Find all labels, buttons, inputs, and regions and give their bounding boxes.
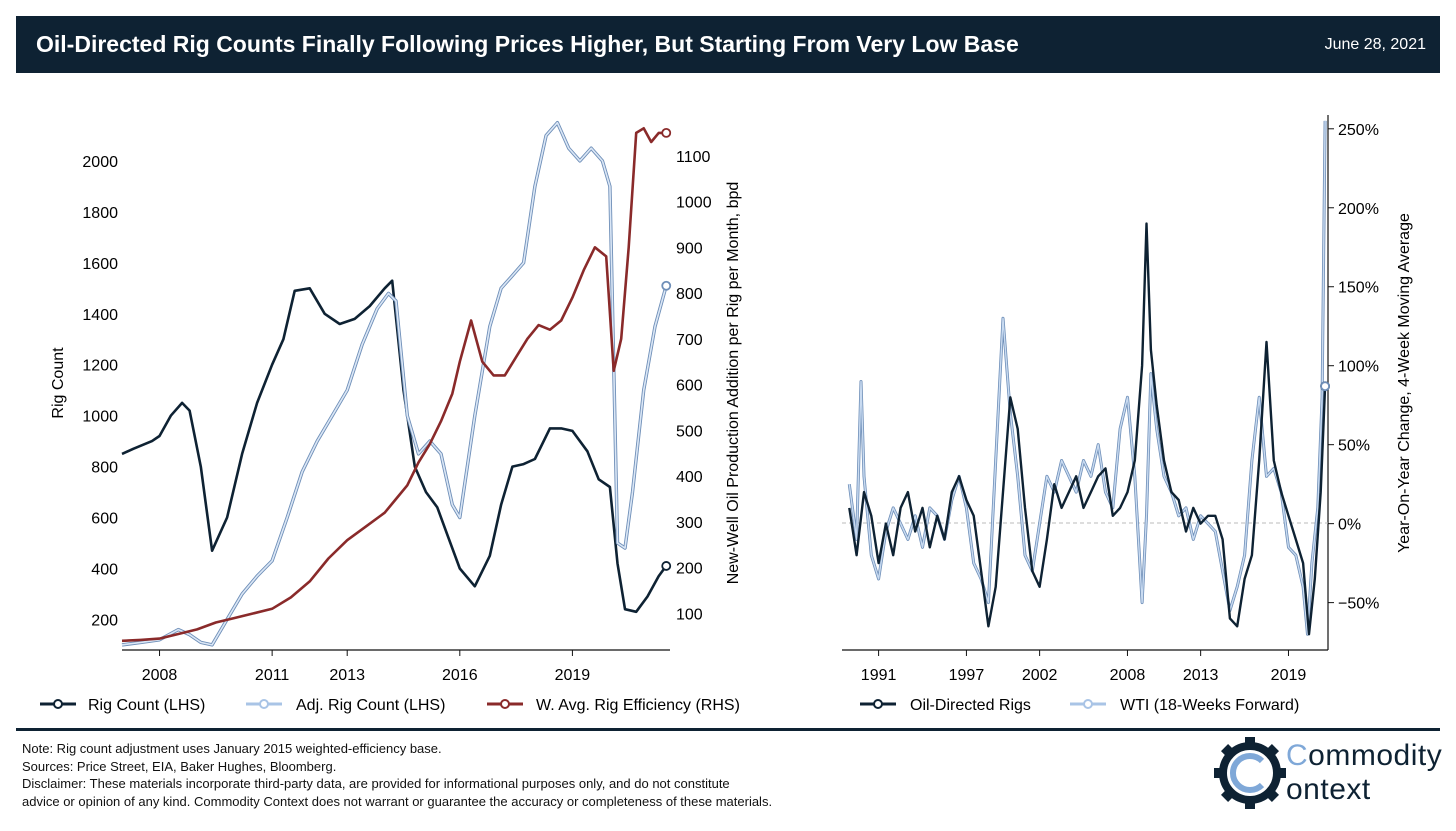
x-tick-label: 2019 [1271,667,1307,684]
gear-logo-icon [1214,737,1286,809]
series-end-marker-w-avg-rig-efficiency-rhs [661,127,672,138]
left-y2-ticks: 100 200 300 400 500 600 700 800 900 1000 1100 [676,149,712,624]
y-tick-label: 2000 [82,154,118,171]
header-bar: Oil-Directed Rig Counts Finally Followin… [16,16,1440,73]
y2-tick-label: 250% [1338,122,1379,139]
left-chart: 2008 2011 2013 2016 2019 200 400 600 800 1000 120… [50,120,742,684]
y-tick-label: 1400 [82,307,118,324]
y2-tick-label: 200% [1338,201,1379,218]
x-tick-label: 2019 [555,667,591,684]
y2-tick-label: 600 [676,378,703,395]
sources-line: Sources: Price Street, EIA, Baker Hughes… [22,758,337,774]
y2-tick-label: 1100 [676,149,711,166]
y2-tick-label: 400 [676,469,703,486]
series-line-adj-rig-count-lhs [121,121,667,646]
series-end-marker-rig-count-lhs [661,561,672,571]
commodity-context-logo: Commodity ontext [1212,735,1442,810]
series-line-rig-count-lhs [121,279,668,614]
page-title: Oil-Directed Rig Counts Finally Followin… [36,31,1019,57]
legend-marker-oil-directed-rigs [873,699,883,709]
legend-label-rig-efficiency: W. Avg. Rig Efficiency (RHS) [536,697,740,714]
left-series-group [121,120,672,647]
legend-label-wti: WTI (18-Weeks Forward) [1120,697,1299,714]
right-series-group [847,120,1330,636]
x-tick-label: 1997 [949,667,985,684]
right-y2-ticks: −50% 0% 50% 100% 150% 200% 250% [1328,122,1379,613]
series-end-marker-wti-18-weeks-forward [1320,381,1330,392]
y-tick-label: 1600 [82,256,118,273]
y2-tick-label: 800 [676,286,703,303]
y-tick-label: 1000 [82,409,118,426]
left-y-ticks: 200 400 600 800 1000 1200 1400 1600 1800 2000 [82,154,118,629]
legend-marker-rig-efficiency [500,699,510,709]
series-end-marker-adj-rig-count-lhs [661,280,672,291]
legend-label-adj-rig-count: Adj. Rig Count (LHS) [296,697,445,714]
y2-tick-label: 1000 [676,195,712,212]
left-legend: Rig Count (LHS) Adj. Rig Count (LHS) W. … [40,697,740,714]
legend-item-rig-efficiency: W. Avg. Rig Efficiency (RHS) [487,697,740,714]
series-line-oil-directed-rigs [848,222,1327,636]
series-line-outline-wti-18-weeks-forward [847,120,1327,636]
y2-tick-label: 900 [676,240,703,257]
right-legend: Oil-Directed Rigs WTI (18-Weeks Forward) [860,697,1299,714]
y2-tick-label: 50% [1338,438,1370,455]
y-tick-label: 200 [91,612,118,629]
x-tick-label: 2013 [329,667,365,684]
x-tick-label: 2002 [1022,667,1058,684]
x-tick-label: 2011 [255,667,290,684]
legend-item-oil-directed-rigs: Oil-Directed Rigs [860,697,1031,714]
y2-tick-label: 700 [676,332,703,349]
y2-tick-label: 300 [676,515,703,532]
y-tick-label: 1800 [82,205,118,222]
y-tick-label: 800 [91,460,118,477]
legend-item-rig-count: Rig Count (LHS) [40,697,205,714]
series-line-wti-18-weeks-forward [848,120,1326,635]
left-y2-axis-label: New-Well Oil Production Addition per Rig… [725,182,742,585]
note-line: Note: Rig count adjustment uses January … [22,741,442,756]
y-tick-label: 1200 [82,358,118,375]
footer-divider [16,728,1440,731]
series-line-w-avg-rig-efficiency-rhs [121,127,667,643]
x-tick-label: 1991 [861,667,897,684]
right-x-ticks: 1991 1997 2002 2008 2013 2019 [861,650,1307,684]
series-line-outline-adj-rig-count-lhs [121,120,668,647]
legend-label-oil-directed-rigs: Oil-Directed Rigs [910,697,1031,714]
x-tick-label: 2008 [1110,667,1146,684]
y2-tick-label: 500 [676,423,703,440]
report-date: June 28, 2021 [1324,36,1426,53]
legend-item-wti: WTI (18-Weeks Forward) [1070,697,1299,714]
logo-letter-c: C [1286,739,1309,772]
y2-tick-label: 100% [1338,359,1379,376]
y2-tick-label: 150% [1338,280,1379,297]
y-tick-label: 400 [91,561,118,578]
right-y2-axis-label: Year-On-Year Change, 4-Week Moving Avera… [1396,213,1413,553]
x-tick-label: 2008 [142,667,178,684]
legend-label-rig-count: Rig Count (LHS) [88,697,205,714]
logo-word-commodity: Commodity [1286,739,1442,773]
logo-word-context: ontext [1286,773,1371,806]
legend-item-adj-rig-count: Adj. Rig Count (LHS) [246,697,445,714]
logo-word-commodity-rest: ommodity [1308,739,1443,772]
legend-marker-rig-count [53,699,63,709]
left-y-axis-label: Rig Count [50,347,67,419]
y2-tick-label: 100 [676,606,703,623]
x-tick-label: 2013 [1183,667,1219,684]
right-chart: 1991 1997 2002 2008 2013 2019 −50% 0% 50% 100% 15… [842,115,1413,684]
y2-tick-label: −50% [1338,596,1379,613]
y2-tick-label: 0% [1338,517,1361,534]
legend-marker-wti [1083,699,1093,709]
disclaimer-line-2: advice or opinion of any kind. Commodity… [22,793,773,809]
left-x-ticks: 2008 2011 2013 2016 2019 [142,650,591,684]
y-tick-label: 600 [91,511,118,528]
x-tick-label: 2016 [442,667,478,684]
legend-marker-adj-rig-count [259,699,269,709]
y2-tick-label: 200 [676,561,703,578]
disclaimer-line-1: Disclaimer: These materials incorporate … [22,776,730,791]
footnotes: Note: Rig count adjustment uses January … [22,740,772,810]
